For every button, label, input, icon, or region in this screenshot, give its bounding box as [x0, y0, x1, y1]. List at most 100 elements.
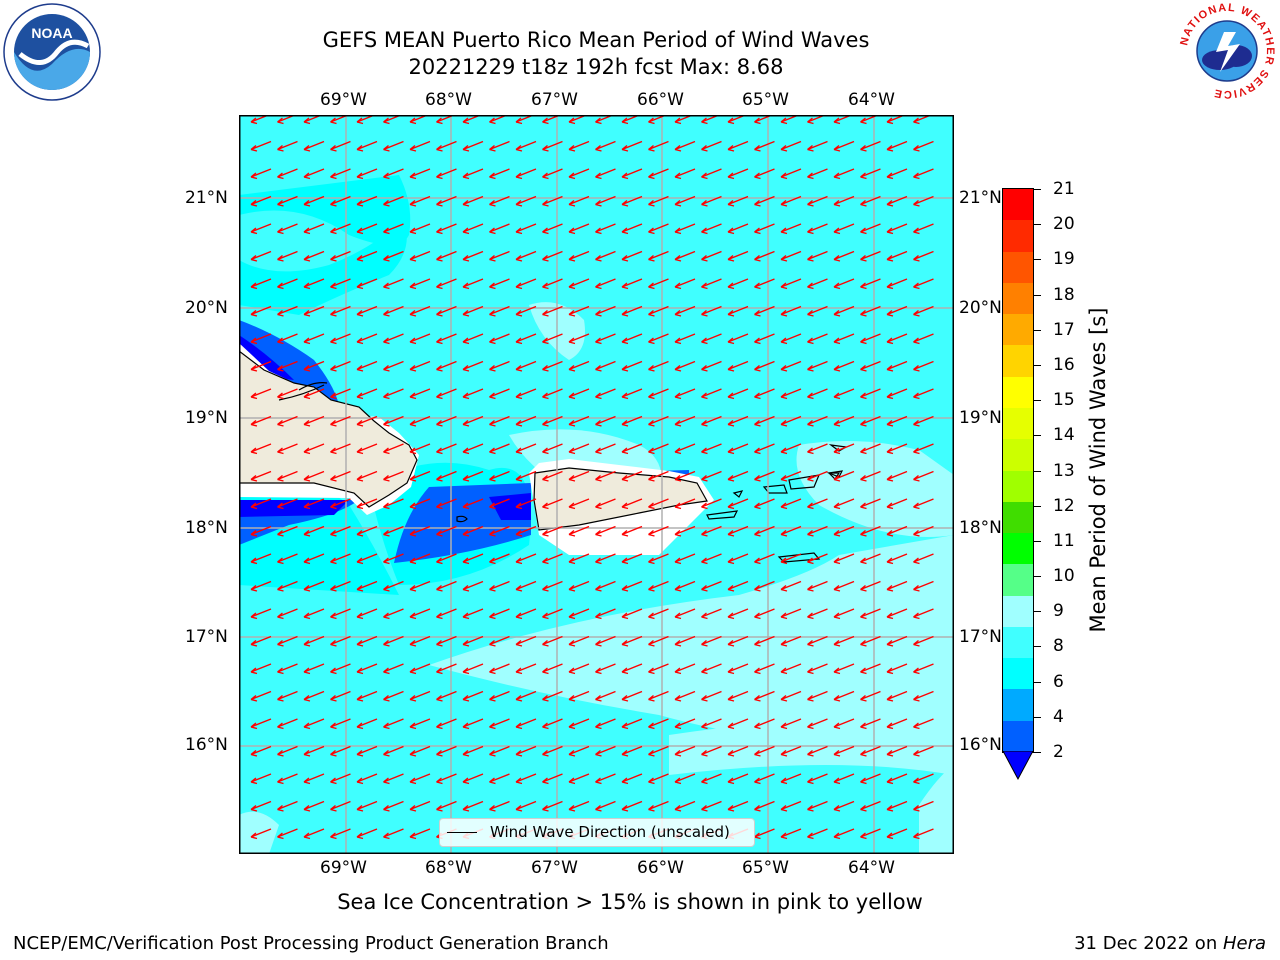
wind-wave-arrow	[542, 388, 563, 400]
wind-wave-arrow	[436, 635, 457, 647]
wind-wave-arrow	[886, 800, 908, 812]
wind-wave-arrow	[886, 195, 908, 207]
wind-wave-arrow	[621, 745, 643, 757]
wind-wave-arrow	[648, 278, 669, 290]
lon-label-top-68w: 68°W	[425, 90, 472, 110]
wind-wave-arrow	[462, 745, 484, 757]
wind-wave-arrow	[436, 608, 457, 620]
wind-wave-arrow	[489, 608, 510, 620]
wind-wave-arrow	[754, 498, 775, 510]
wind-wave-arrow	[250, 223, 272, 235]
wind-wave-arrow	[674, 663, 696, 675]
wind-wave-arrow	[303, 140, 325, 152]
colorbar-tick-label: 19	[1053, 249, 1075, 270]
wind-wave-arrow	[542, 745, 563, 757]
wind-wave-arrow	[780, 773, 802, 785]
wind-wave-arrow	[462, 553, 484, 565]
colorbar-tick-label: 9	[1053, 601, 1064, 622]
wind-wave-arrow	[754, 388, 775, 400]
wind-wave-arrow	[515, 305, 537, 317]
wind-wave-arrow	[277, 608, 298, 620]
wind-wave-arrow	[595, 608, 616, 620]
wind-wave-arrow	[701, 580, 722, 592]
wind-wave-arrow	[913, 415, 934, 427]
wind-wave-arrow	[489, 470, 510, 482]
wind-wave-arrow	[595, 443, 616, 455]
wind-wave-arrow	[727, 635, 749, 647]
wind-wave-arrow	[303, 333, 325, 345]
wind-wave-arrow	[330, 250, 351, 262]
wind-wave-arrow	[595, 250, 616, 262]
wind-wave-arrow	[568, 635, 590, 647]
wind-wave-arrow	[913, 690, 934, 702]
wind-wave-arrow	[701, 388, 722, 400]
wind-wave-arrow	[807, 195, 828, 207]
wind-wave-arrow	[277, 223, 298, 235]
wind-wave-arrow	[568, 278, 590, 290]
wind-wave-arrow	[277, 140, 298, 152]
wind-wave-arrow	[383, 250, 404, 262]
wind-wave-arrow	[701, 773, 722, 785]
wind-wave-arrow	[568, 690, 590, 702]
wind-wave-arrow	[515, 690, 537, 702]
wind-wave-arrow	[727, 140, 749, 152]
wind-wave-arrow	[913, 635, 934, 647]
wind-wave-arrow	[648, 140, 669, 152]
colorbar-segment	[1003, 470, 1033, 503]
wind-wave-arrow	[886, 718, 908, 730]
wind-wave-arrow	[807, 580, 828, 592]
wind-wave-arrow	[886, 250, 908, 262]
wind-wave-arrow	[250, 580, 272, 592]
wind-wave-arrow	[330, 333, 351, 345]
wind-wave-arrow	[356, 168, 378, 180]
wind-wave-arrow	[648, 525, 669, 537]
wind-wave-arrow	[754, 608, 775, 620]
lat-label-left-18n: 18°N	[185, 518, 228, 538]
colorbar-tick-mark	[1033, 576, 1041, 578]
wind-wave-arrow	[913, 305, 934, 317]
wind-wave-arrow	[436, 773, 457, 785]
wind-wave-arrow	[621, 608, 643, 620]
wind-wave-arrow	[807, 443, 828, 455]
wind-wave-arrow	[727, 690, 749, 702]
footer-date: 31 Dec 2022 on Hera	[1074, 933, 1266, 954]
wind-wave-arrow	[515, 663, 537, 675]
wind-wave-arrow	[886, 580, 908, 592]
wind-wave-arrow	[807, 663, 828, 675]
colorbar-tick-label: 18	[1053, 284, 1075, 305]
wind-wave-arrow	[303, 608, 325, 620]
wind-wave-arrow	[383, 140, 404, 152]
wind-wave-arrow	[436, 553, 457, 565]
wind-wave-arrow	[595, 305, 616, 317]
wind-wave-arrow	[303, 828, 325, 840]
wind-wave-arrow	[409, 305, 431, 317]
wind-wave-arrow	[780, 608, 802, 620]
wind-wave-arrow	[913, 140, 934, 152]
wind-wave-arrow	[277, 580, 298, 592]
wind-wave-arrow	[860, 278, 881, 290]
wind-wave-arrow	[833, 195, 855, 207]
wind-wave-arrow	[515, 278, 537, 290]
wind-wave-arrow	[886, 223, 908, 235]
wind-wave-arrow	[250, 690, 272, 702]
wind-wave-arrow	[886, 828, 908, 840]
wind-wave-arrow	[250, 773, 272, 785]
wind-wave-arrow	[330, 305, 351, 317]
wind-wave-arrow	[674, 195, 696, 207]
wind-wave-arrow	[542, 223, 563, 235]
wind-wave-arrow	[489, 690, 510, 702]
wind-wave-arrow	[860, 690, 881, 702]
wind-wave-arrow	[674, 305, 696, 317]
wind-wave-arrow	[807, 333, 828, 345]
wind-wave-arrow	[250, 718, 272, 730]
wind-wave-arrow	[780, 140, 802, 152]
wind-wave-arrow	[277, 718, 298, 730]
wind-wave-arrow	[356, 828, 378, 840]
wind-wave-arrow	[330, 388, 351, 400]
wind-wave-arrow	[409, 278, 431, 290]
wind-wave-arrow	[780, 718, 802, 730]
wind-wave-arrow	[568, 360, 590, 372]
wind-wave-arrow	[833, 278, 855, 290]
wind-wave-arrow	[568, 250, 590, 262]
wind-wave-arrow	[913, 388, 934, 400]
